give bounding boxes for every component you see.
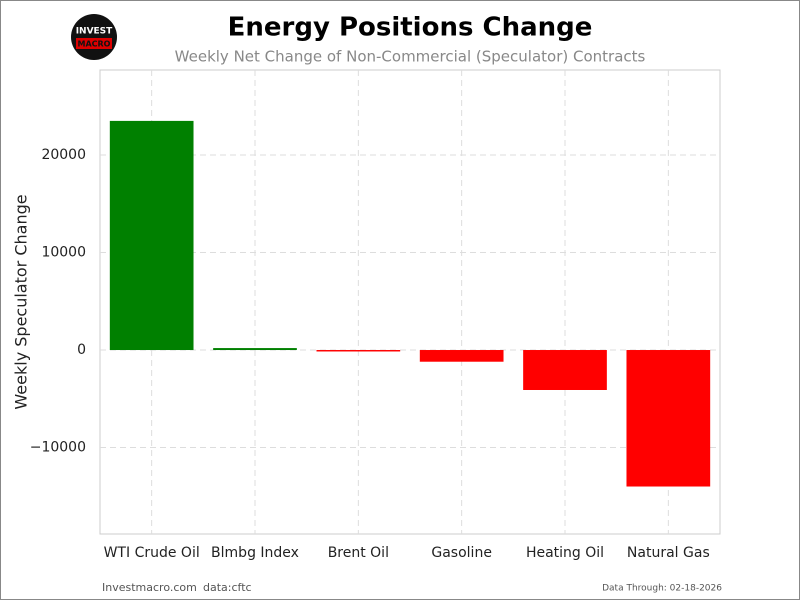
bar (626, 350, 711, 487)
chart-subtitle: Weekly Net Change of Non-Commercial (Spe… (175, 48, 646, 66)
y-tick-label: 20000 (41, 147, 86, 163)
x-tick-label: WTI Crude Oil (104, 545, 200, 561)
footer-site: Investmacro.com (102, 581, 197, 594)
bar (213, 348, 297, 351)
chart-title: Energy Positions Change (228, 13, 593, 43)
bar (109, 120, 194, 351)
logo-top: INVEST (76, 27, 113, 37)
footer-source: data:cftc (203, 581, 252, 594)
x-tick-label: Brent Oil (328, 545, 389, 561)
plot-area (99, 69, 721, 535)
x-tick-label: Gasoline (431, 545, 492, 561)
logo-band (76, 38, 112, 49)
x-tick-label: Natural Gas (627, 545, 710, 561)
y-tick-label: −10000 (30, 440, 86, 456)
bar (419, 350, 504, 362)
bar (316, 350, 401, 352)
y-tick-label: 0 (77, 342, 86, 358)
bar (523, 350, 607, 390)
y-axis-label: Weekly Speculator Change (12, 194, 31, 409)
logo-bottom: MACRO (78, 40, 111, 49)
x-tick-label: Heating Oil (526, 545, 604, 561)
footer-date: Data Through: 02-18-2026 (602, 584, 722, 594)
x-tick-label: Blmbg Index (211, 545, 299, 561)
logo-circle (71, 14, 117, 60)
y-tick-label: 10000 (41, 245, 86, 261)
